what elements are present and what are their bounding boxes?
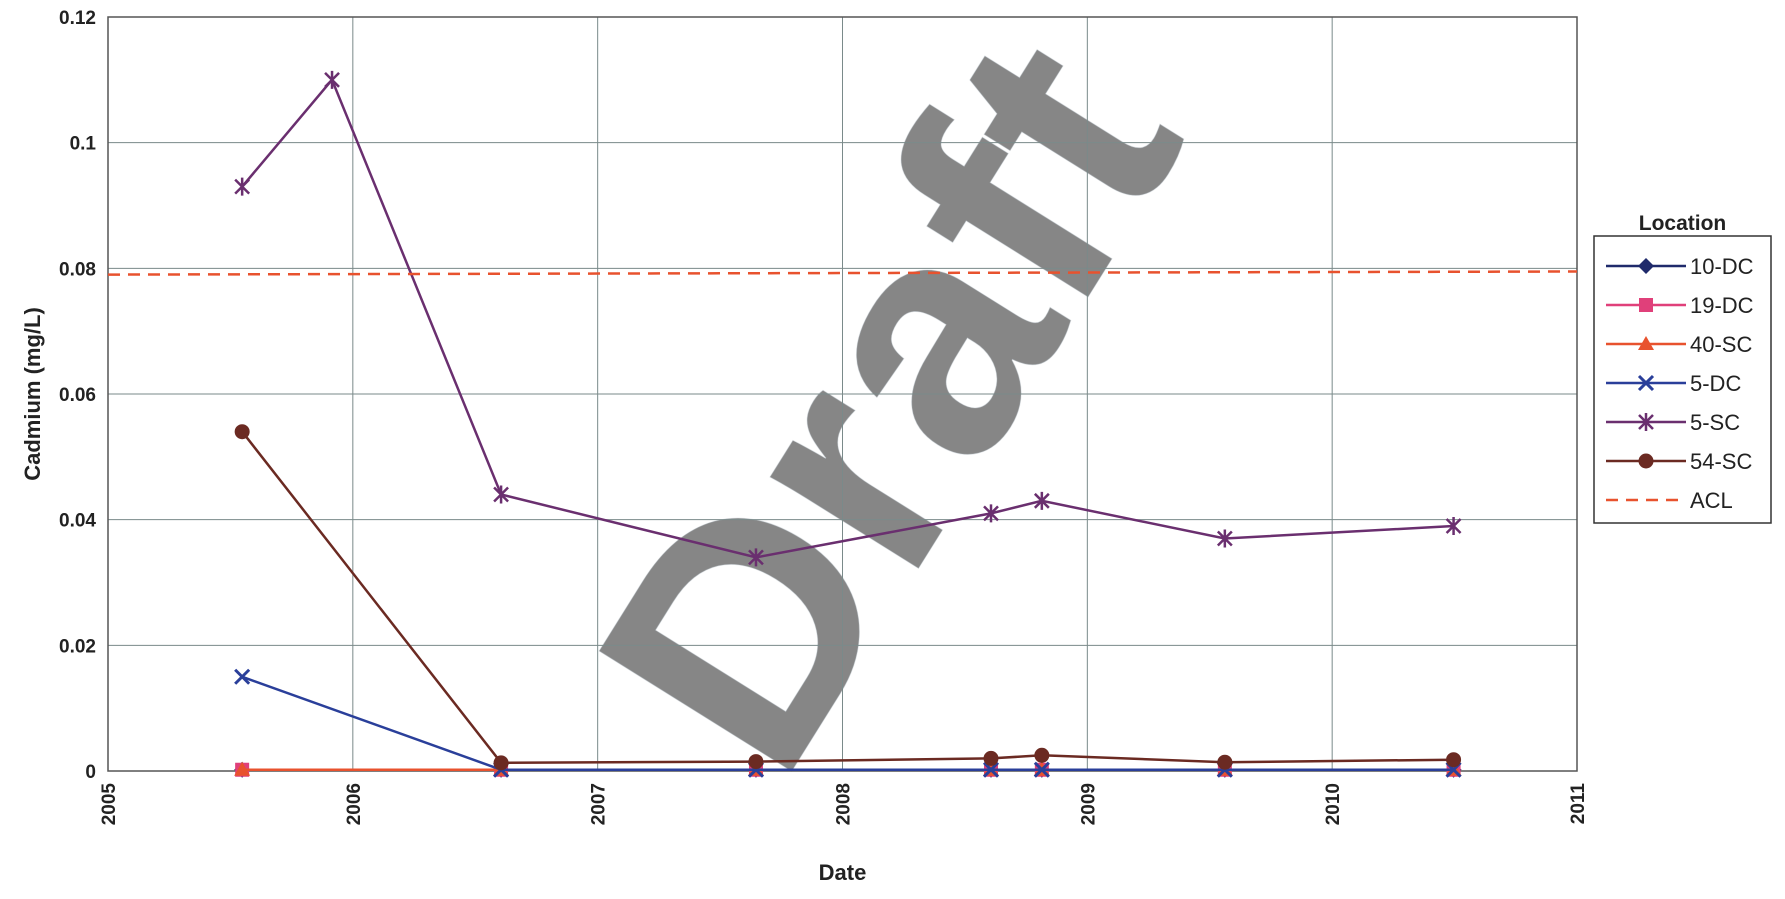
x-tick-label-4: 2009: [1078, 783, 1099, 825]
point-5-SC-5: [1033, 491, 1050, 510]
y-axis-title: Cadmium (mg/L): [20, 307, 45, 481]
point-54-SC-1: [493, 755, 509, 771]
series-5-SC: [234, 70, 1462, 567]
point-5-SC-2: [493, 485, 509, 504]
legend-label-40-SC: 40-SC: [1690, 332, 1752, 357]
point-54-SC-4: [1034, 747, 1050, 763]
y-tick-label-6: 0.12: [59, 8, 96, 29]
point-5-SC-6: [1216, 529, 1233, 548]
y-tick-label-2: 0.04: [59, 511, 96, 532]
point-5-SC-3: [748, 548, 764, 567]
series-line-ACL: [107, 270, 1578, 276]
y-tick-label-5: 0.1: [70, 134, 97, 155]
point-5-DC-0: [234, 668, 251, 685]
legend-marker-19-DC: [1639, 298, 1653, 312]
y-tick-label-0: 0: [85, 762, 96, 783]
legend-label-5-SC: 5-SC: [1690, 410, 1740, 435]
x-tick-label-6: 2011: [1568, 783, 1589, 825]
point-54-SC-5: [1217, 754, 1233, 770]
point-54-SC-6: [1446, 752, 1462, 768]
legend-marker-10-DC: [1638, 258, 1654, 274]
point-5-SC-7: [1445, 516, 1462, 535]
x-tick-label-3: 2008: [834, 783, 855, 825]
y-tick-label-1: 0.02: [59, 636, 96, 657]
legend-title: Location: [1639, 212, 1727, 235]
y-tick-label-4: 0.08: [59, 259, 96, 280]
legend-marker-40-SC: [1638, 336, 1654, 350]
legend-label-10-DC: 10-DC: [1690, 254, 1754, 279]
legend-label-19-DC: 19-DC: [1690, 293, 1754, 318]
x-tick-label-2: 2007: [589, 783, 610, 825]
series-ACL: [107, 270, 1578, 276]
legend-label-5-DC: 5-DC: [1690, 371, 1741, 396]
x-tick-label-1: 2006: [344, 783, 365, 825]
legend-entry-5-DC: 5-DC: [1606, 371, 1741, 396]
point-5-SC-1: [324, 70, 340, 89]
point-5-SC-4: [983, 504, 999, 523]
point-54-SC-0: [234, 424, 250, 440]
legend-label-ACL: ACL: [1690, 488, 1733, 513]
legend-entry-40-SC: 40-SC: [1606, 332, 1752, 357]
point-40-SC-0: [234, 761, 251, 776]
legend-marker-54-SC: [1638, 453, 1654, 469]
legend-marker-5-SC: [1638, 413, 1654, 431]
point-54-SC-2: [748, 754, 764, 770]
legend-entry-ACL: ACL: [1606, 488, 1733, 513]
legend-entry-54-SC: 54-SC: [1606, 449, 1752, 474]
point-5-SC-0: [234, 177, 251, 196]
x-tick-label-0: 2005: [99, 783, 120, 826]
point-54-SC-3: [983, 750, 999, 766]
legend-entry-5-SC: 5-SC: [1606, 410, 1740, 435]
legend-marker-5-DC: [1637, 374, 1655, 392]
legend-entry-10-DC: 10-DC: [1606, 254, 1754, 279]
y-tick-label-3: 0.06: [59, 385, 96, 406]
point-5-DC-4: [1033, 761, 1050, 778]
legend-entry-19-DC: 19-DC: [1606, 293, 1754, 318]
draft-watermark: Draft: [526, 0, 1247, 827]
legend-label-54-SC: 54-SC: [1690, 449, 1752, 474]
series-line-5-SC: [241, 77, 1454, 559]
point-5-DC-3: [982, 761, 1000, 778]
x-axis-title: Date: [819, 860, 867, 885]
x-tick-label-5: 2010: [1323, 783, 1344, 825]
legend-box: [1593, 235, 1772, 524]
plot-area: [107, 16, 1578, 772]
series-54-SC: [234, 424, 1462, 771]
